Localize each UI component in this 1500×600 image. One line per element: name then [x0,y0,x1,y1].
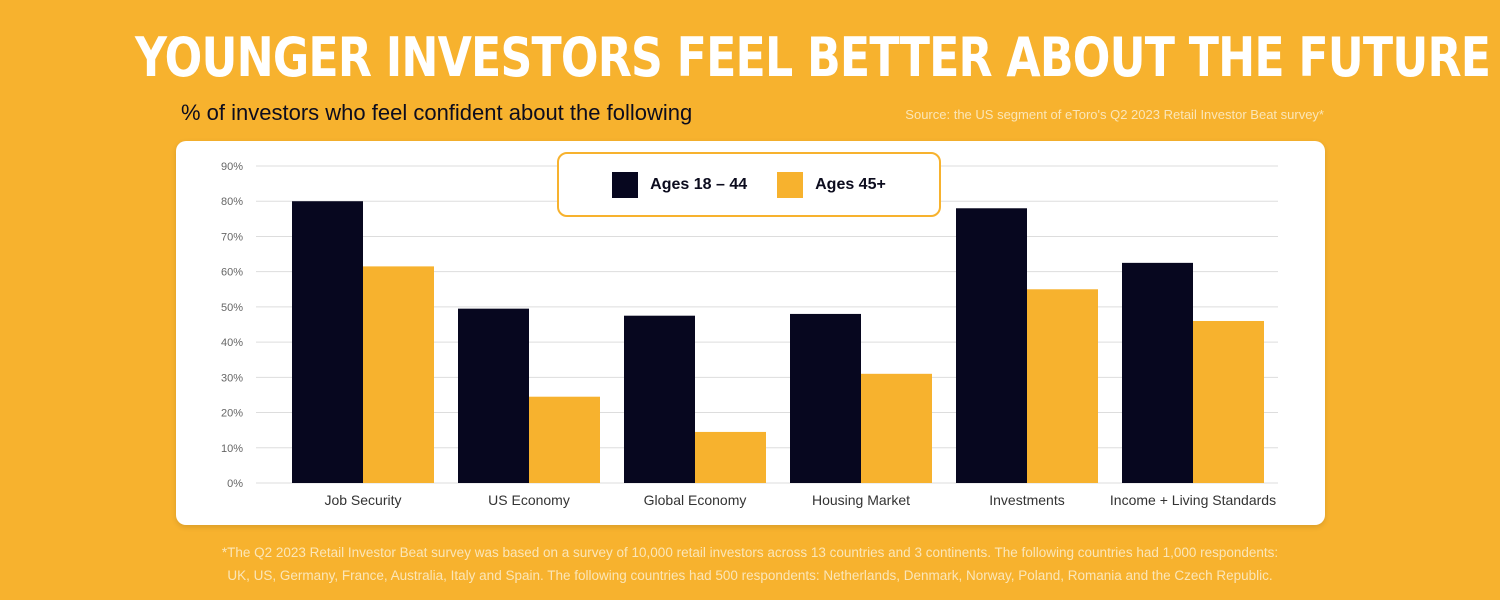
y-tick-label: 0% [227,478,243,490]
footnote: *The Q2 2023 Retail Investor Beat survey… [0,541,1500,587]
legend-swatch-young [612,171,639,198]
y-tick-label: 70% [221,231,243,243]
y-tick-label: 80% [221,196,243,208]
footnote-line-1: *The Q2 2023 Retail Investor Beat survey… [221,545,1279,560]
y-tick-label: 90% [221,161,243,173]
legend-item-older: Ages 45+ [777,171,886,198]
x-tick-label: Investments [989,492,1064,508]
x-tick-label: Job Security [324,492,401,508]
bar [695,431,766,483]
bar-chart: 0% 10% 20% 30% 40% 50% 60% 70% 80% 90% Job Securit… [221,161,1278,508]
y-tick-label: 10% [221,443,243,455]
y-tick-label: 30% [221,372,243,384]
footnote-line-2: UK, US, Germany, France, Australia, Ital… [227,568,1273,583]
y-tick-label: 60% [221,267,243,279]
bar [1193,320,1264,483]
y-tick-label: 40% [221,337,243,349]
bar [529,396,600,483]
y-tick-label: 20% [221,408,243,420]
bar [956,208,1027,483]
legend-swatch-older [777,171,804,198]
bar [363,266,434,483]
legend-label-older: Ages 45+ [815,175,886,193]
legend-item-young: Ages 18 – 44 [612,171,748,198]
bar [624,315,695,483]
x-tick-label: US Economy [488,492,570,508]
chart-subtitle: % of investors who feel confident about … [181,100,693,125]
legend-label-young: Ages 18 – 44 [650,175,748,193]
page-title: YOUNGER INVESTORS FEEL BETTER ABOUT THE … [135,26,1491,89]
bar [790,313,861,483]
bar [1027,289,1098,483]
source-note: Source: the US segment of eToro's Q2 202… [905,107,1324,122]
chart-legend: Ages 18 – 44 Ages 45+ [557,152,941,217]
x-tick-label: Income + Living Standards [1110,492,1276,508]
bar [292,201,363,483]
y-tick-label: 50% [221,302,243,314]
bar [1122,262,1193,483]
x-tick-label: Global Economy [644,492,747,508]
chart-card: 0% 10% 20% 30% 40% 50% 60% 70% 80% 90% Job Securit… [176,141,1325,525]
bar [458,308,529,483]
bar [861,373,932,483]
x-tick-label: Housing Market [812,492,910,508]
